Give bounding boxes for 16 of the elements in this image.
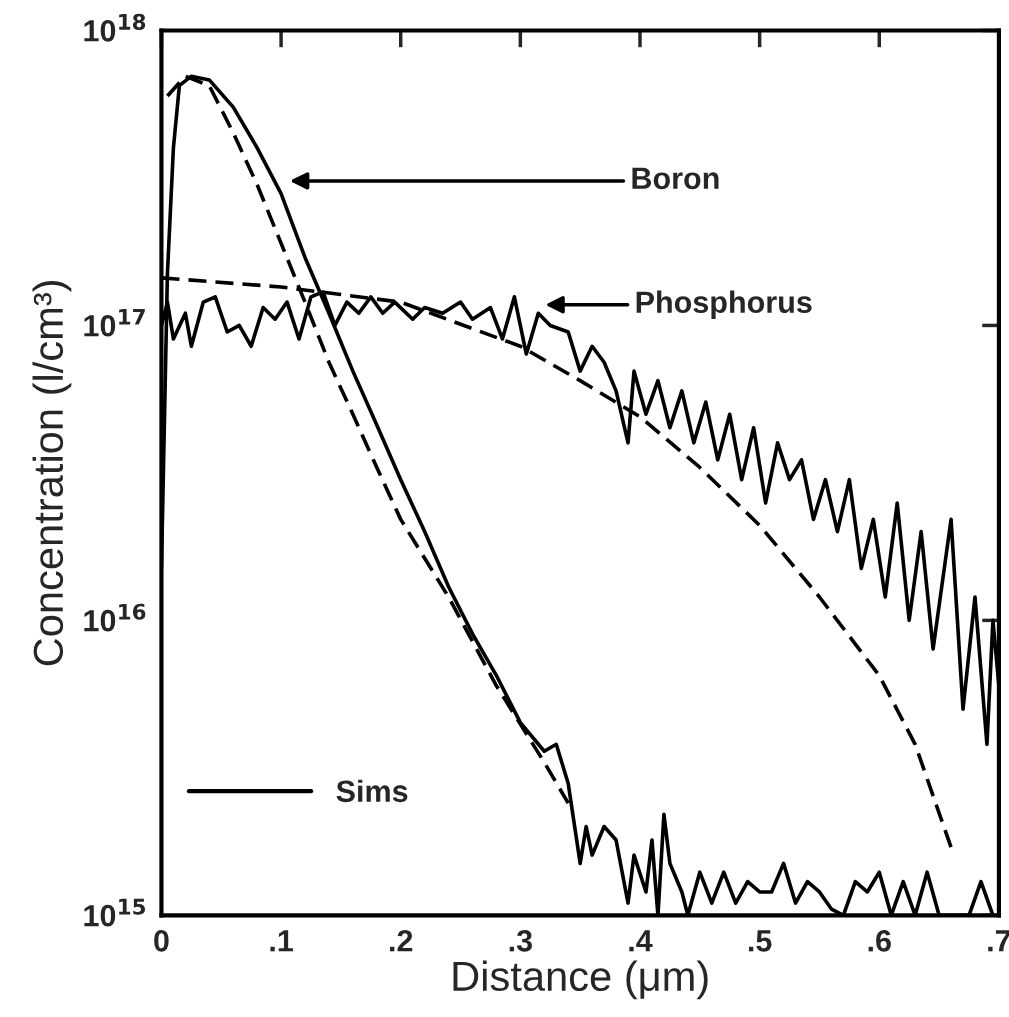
x-axis-title: Distance (μm) — [453, 960, 708, 1000]
y-axis-title: Concentration (l/cm³) — [32, 280, 72, 666]
legend-label: Sims — [336, 779, 408, 803]
y-tick-label: 10$^{18}$ — [84, 13, 146, 42]
x-tick-label: .6 — [868, 930, 891, 952]
x-tick-label: .1 — [270, 930, 293, 952]
annotation: Boron — [632, 167, 719, 190]
annotation: Phosphorus — [636, 290, 812, 320]
y-tick-label: 10$^{15}$ — [84, 898, 146, 927]
y-tick-label: 10$^{16}$ — [84, 603, 146, 632]
x-tick-label: .3 — [509, 930, 532, 952]
x-tick-label: .5 — [748, 930, 772, 952]
x-tick-label: 0 — [154, 930, 169, 952]
y-tick-label: 10$^{17}$ — [84, 309, 145, 337]
x-tick-label: .4 — [629, 930, 653, 952]
x-tick-label: .2 — [390, 930, 413, 952]
